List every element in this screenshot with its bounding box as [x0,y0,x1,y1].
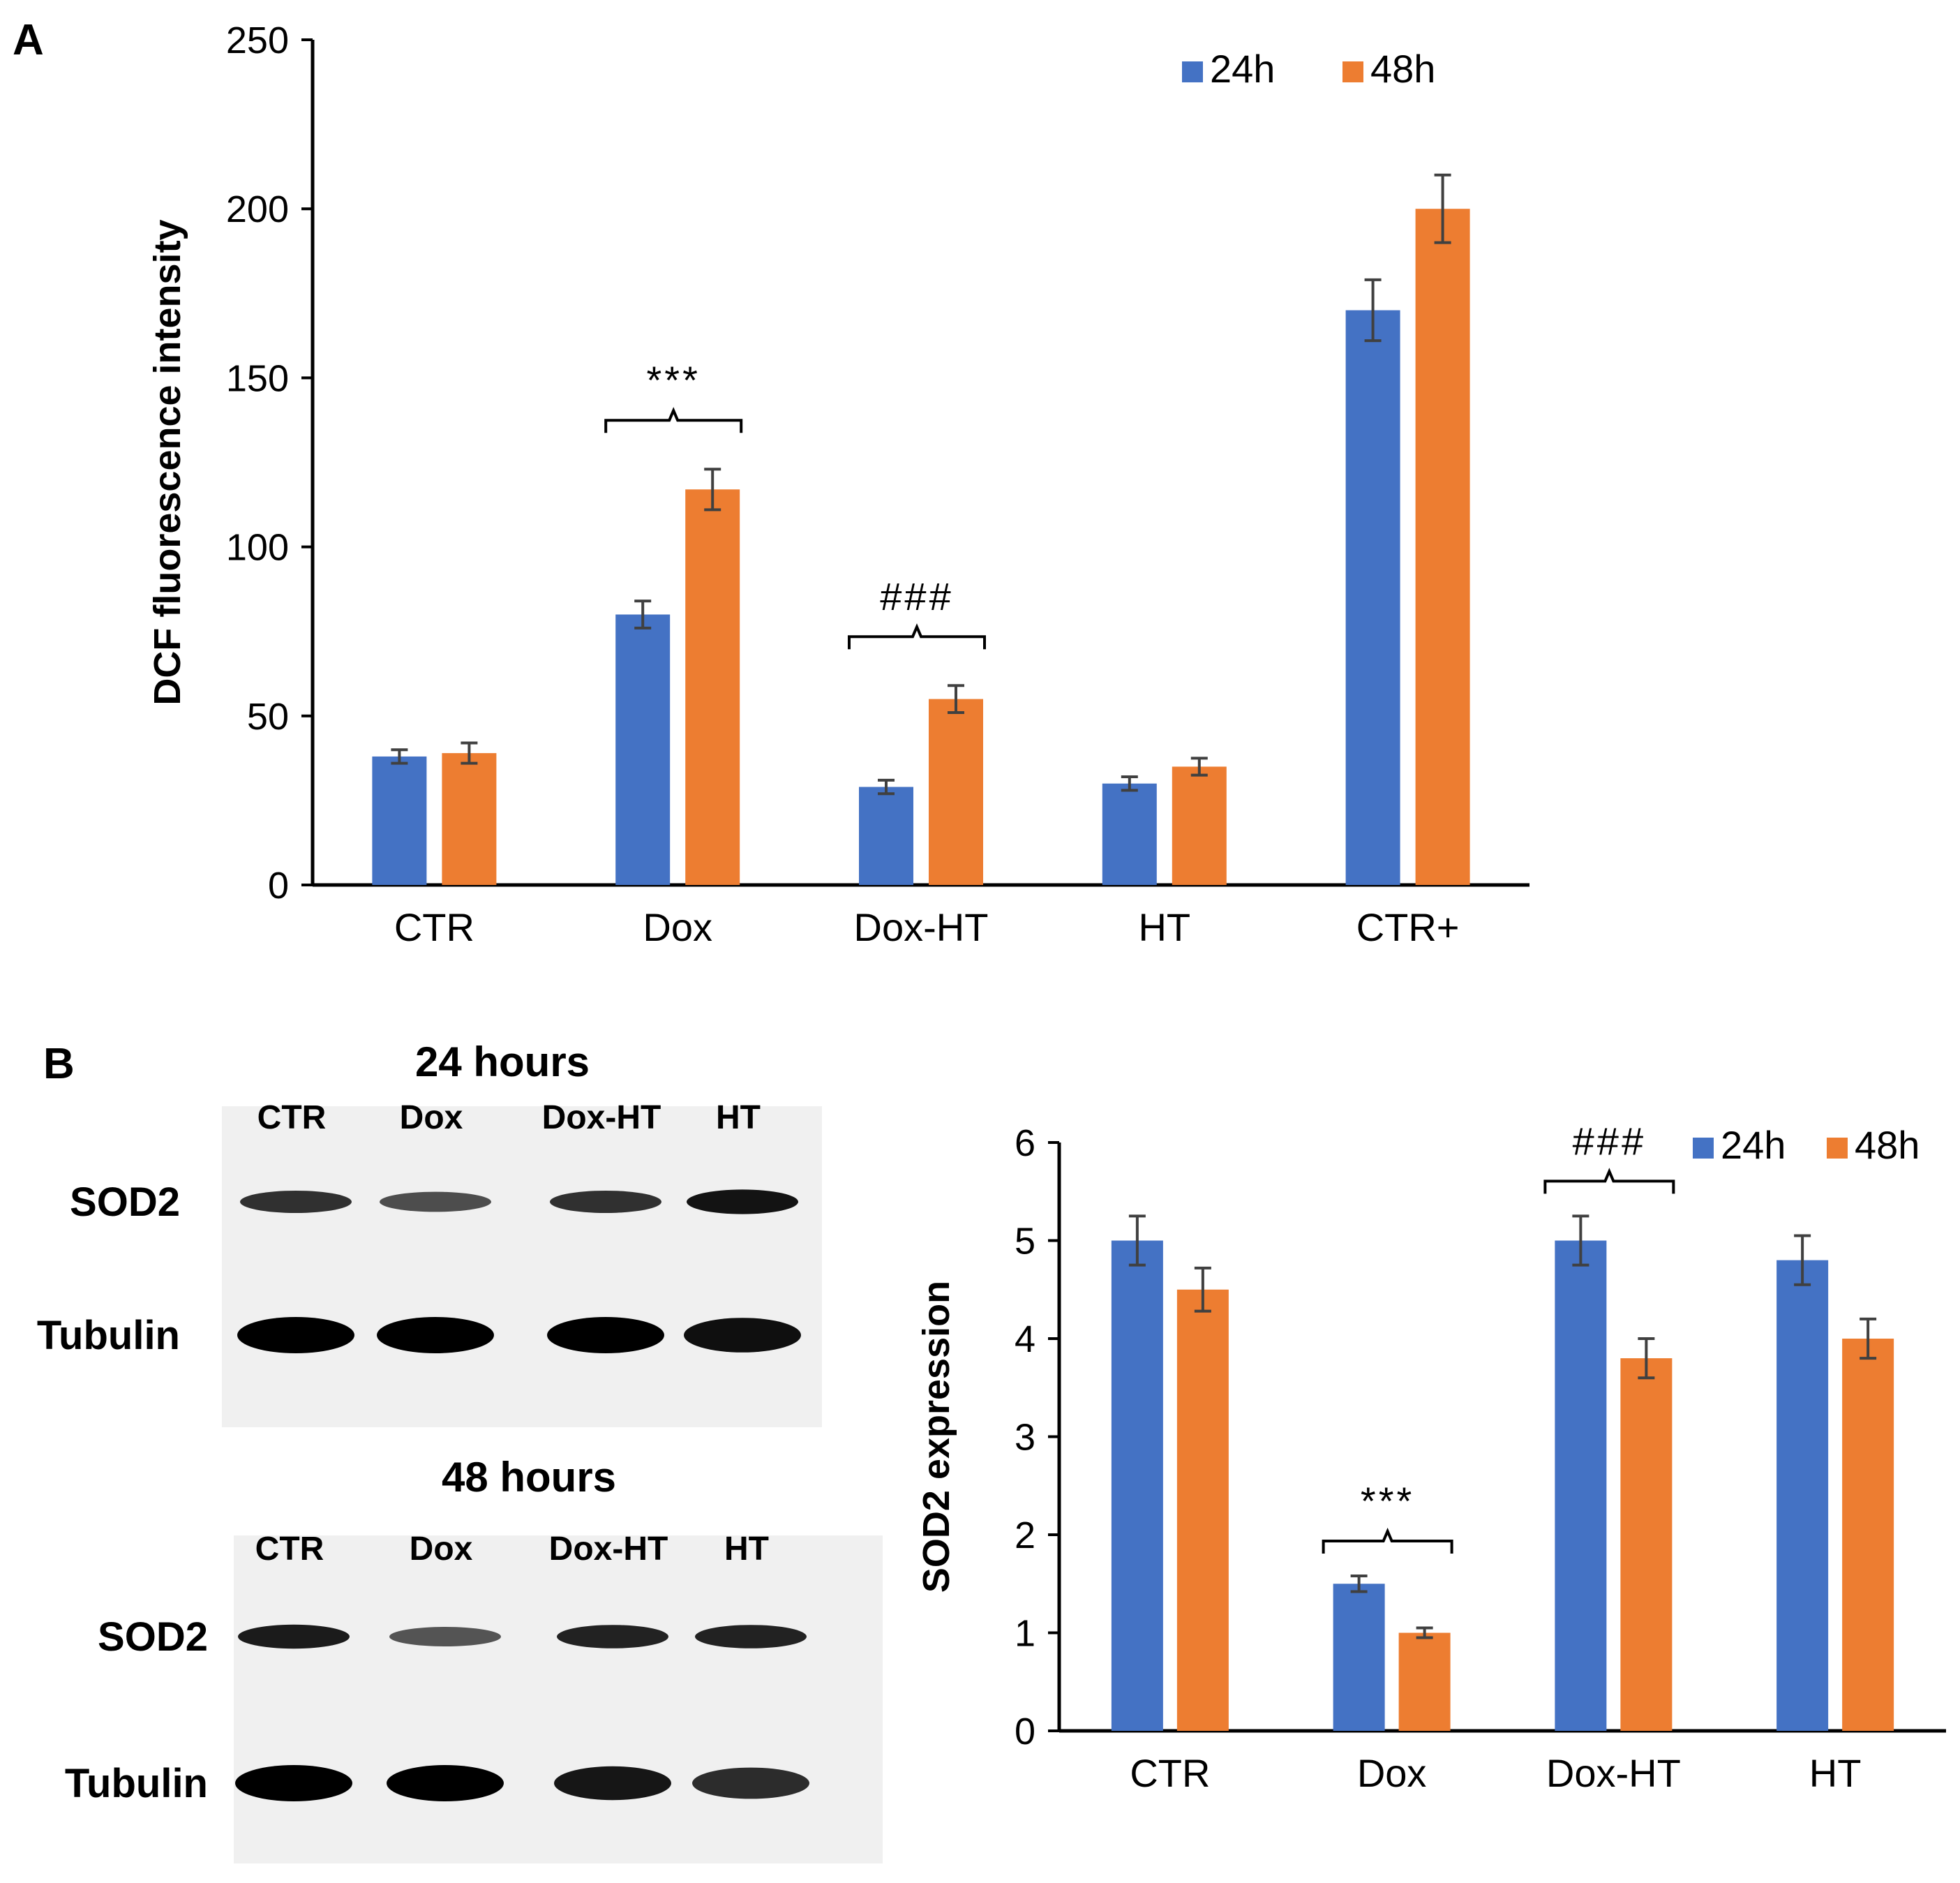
y-tick-label: 4 [1015,1318,1035,1360]
bar-dox-ht-48h [929,699,983,885]
significance-bracket [848,623,986,650]
y-tick-label: 5 [1015,1221,1035,1263]
blot-lane-label-ht: HT [716,1099,761,1136]
bar-ctr-48h [1415,209,1470,885]
sod2-band [389,1627,501,1646]
y-tick-label: 250 [226,20,289,61]
panel-b-label: B [43,1040,75,1088]
y-tick-label: 0 [268,865,289,907]
blot-image-background [234,1535,883,1863]
y-tick-label: 3 [1015,1417,1035,1459]
blot-row-label-sod2: SOD2 [98,1614,208,1660]
y-axis-title: SOD2 expression [915,1281,957,1593]
bar-ht-24h [1776,1260,1829,1731]
y-tick-label: 2 [1015,1514,1035,1556]
bar-dox-24h [615,614,671,885]
y-tick-label: 100 [226,527,289,569]
legend-label-24h: 24h [1210,47,1275,91]
tubulin-band [554,1766,671,1801]
tubulin-band [237,1317,354,1353]
sod2-band [687,1189,798,1214]
category-label-dox-ht: Dox-HT [854,905,989,949]
legend-label-48h: 48h [1855,1123,1920,1167]
bar-dox-ht-48h [1620,1358,1673,1731]
blot-lane-label-dox-ht: Dox-HT [549,1531,668,1568]
chart-sod2-expression: 0 1 2 3 4 5 6 SOD2 expression CTR Dox *** Dox-HT ###… [915,1119,1946,1795]
sod2-band [240,1191,352,1213]
blot-title: 48 hours [442,1454,616,1501]
category-label-ht: HT [1138,905,1190,949]
blot-image-background [222,1106,822,1427]
significance-bracket [1543,1168,1675,1194]
legend-swatch-24h [1693,1138,1714,1159]
category-label-ctr: CTR [1130,1751,1210,1795]
bar-dox-24h [1333,1584,1385,1731]
blot-row-label-tubulin: Tubulin [37,1313,180,1358]
category-label-ctr: CTR+ [1356,905,1460,949]
significance-bracket [604,407,743,433]
bar-ctr-48h [442,753,497,885]
significance-bracket [1322,1527,1453,1554]
blot-24-hours: 24 hours CTR Dox Dox-HT HT SOD2 Tubulin [37,1039,822,1427]
legend-swatch-48h [1827,1138,1848,1159]
legend-swatch-24h [1182,61,1203,82]
sod2-band [695,1625,807,1648]
bar-ht-48h [1172,766,1227,885]
significance-marker: ### [880,574,953,618]
tubulin-band [547,1317,664,1353]
legend-label-24h: 24h [1721,1123,1786,1167]
y-tick-label: 6 [1015,1122,1035,1164]
panel-a-label: A [13,16,44,64]
chart-dcf-fluorescence: 0 50 100 150 200 250 DCF fluorescence intensit… [147,20,1529,949]
category-label-ctr: CTR [394,905,474,949]
significance-marker: *** [647,358,701,402]
tubulin-band [387,1765,504,1801]
blot-row-label-tubulin: Tubulin [65,1761,208,1806]
bar-ctr-24h [1345,310,1400,885]
significance-marker: *** [1361,1479,1414,1523]
blot-lane-label-ht: HT [724,1531,769,1568]
sod2-band [557,1625,668,1648]
category-label-ht: HT [1809,1751,1862,1795]
significance-marker: ### [1573,1119,1646,1163]
bar-dox-ht-24h [1555,1240,1607,1731]
y-tick-label: 150 [226,357,289,399]
bar-ctr-48h [1176,1289,1229,1731]
bar-dox-ht-24h [859,787,913,885]
y-tick-label: 200 [226,188,289,230]
blot-lane-label-dox: Dox [400,1099,463,1136]
sod2-band [238,1624,350,1649]
y-tick-label: 0 [1015,1711,1035,1752]
legend-swatch-48h [1342,61,1363,82]
blot-lane-label-ctr: CTR [257,1099,327,1136]
bar-ctr-24h [1111,1240,1163,1731]
y-tick-label: 1 [1015,1613,1035,1655]
bar-dox-48h [685,489,740,885]
category-label-dox: Dox [643,905,712,949]
bar-ht-24h [1102,783,1157,885]
tubulin-band [377,1317,494,1353]
blot-title: 24 hours [415,1039,590,1085]
blot-lane-label-dox-ht: Dox-HT [542,1099,661,1136]
y-tick-label: 50 [247,696,289,738]
y-axis-title: DCF fluorescence intensity [147,219,188,705]
bar-ctr-24h [372,756,427,885]
blot-lane-label-dox: Dox [410,1531,473,1568]
legend-label-48h: 48h [1370,47,1435,91]
blot-48-hours: 48 hours CTR Dox Dox-HT HT SOD2 Tubulin [65,1454,883,1863]
tubulin-band [235,1765,352,1801]
category-label-dox-ht: Dox-HT [1546,1751,1681,1795]
blot-lane-label-ctr: CTR [255,1531,324,1568]
category-label-dox: Dox [1357,1751,1427,1795]
bar-ht-48h [1842,1339,1894,1731]
bar-dox-48h [1398,1632,1451,1731]
sod2-band [550,1191,661,1213]
tubulin-band [692,1767,809,1799]
blot-row-label-sod2: SOD2 [70,1179,180,1225]
tubulin-band [684,1318,801,1353]
sod2-band [380,1191,491,1212]
